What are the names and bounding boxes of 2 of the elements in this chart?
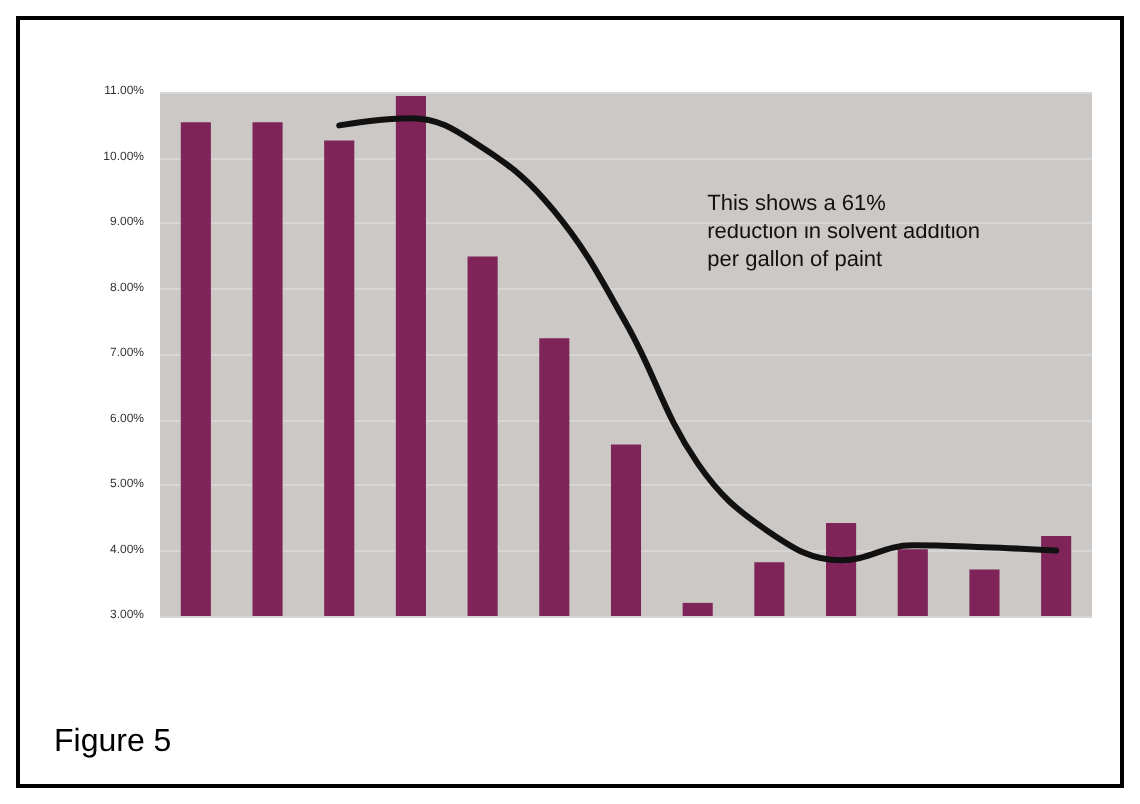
text: Figure 5	[54, 725, 172, 759]
line-series	[336, 115, 1060, 564]
